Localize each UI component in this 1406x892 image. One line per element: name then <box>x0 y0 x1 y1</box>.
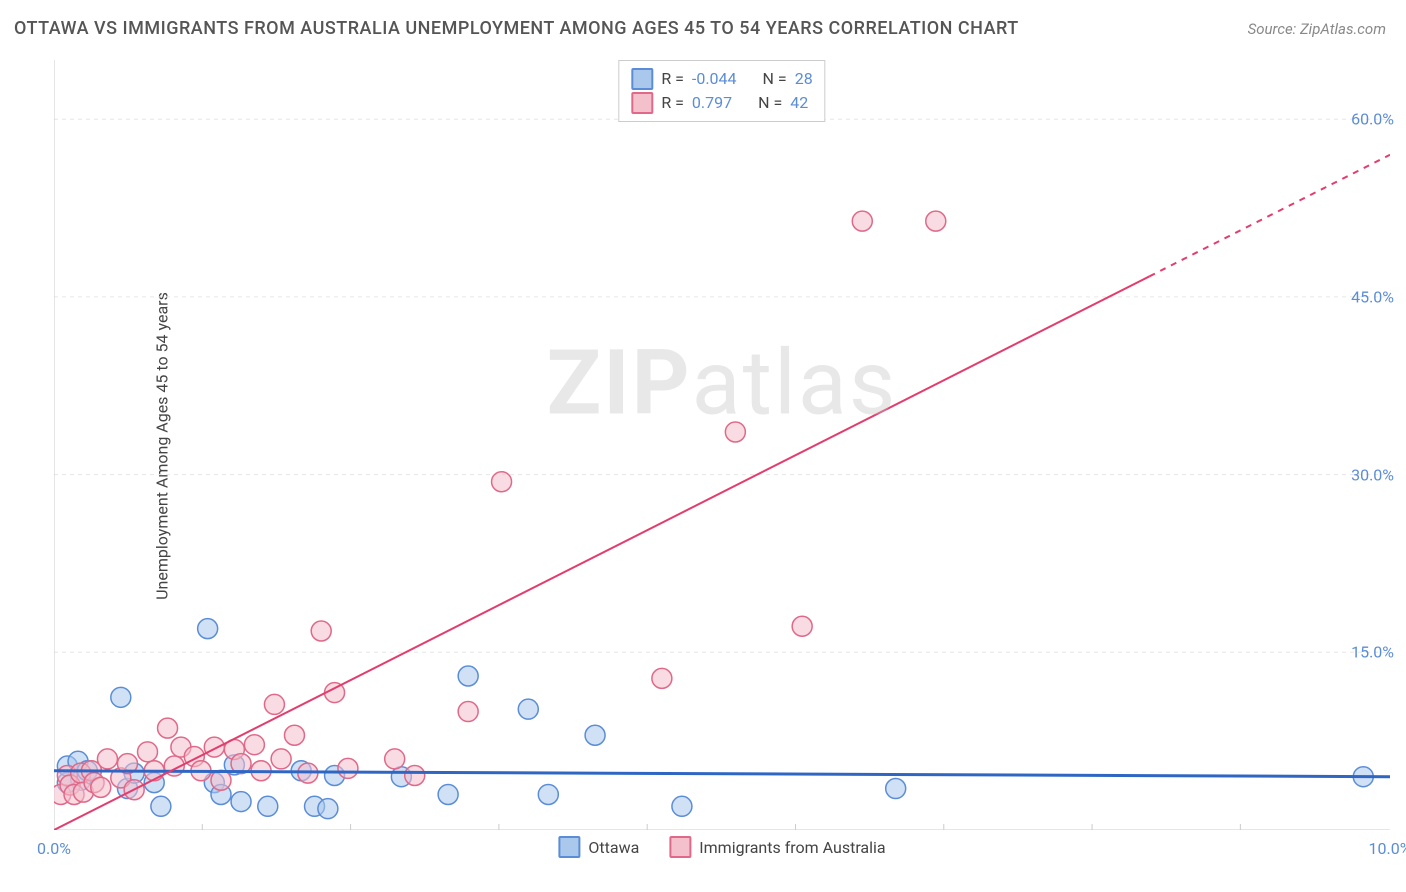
r-value: -0.044 <box>692 67 737 91</box>
n-label: N = <box>763 67 787 91</box>
data-point <box>518 699 538 719</box>
data-point <box>458 702 478 722</box>
legend-label: Ottawa <box>588 838 639 857</box>
source-label: Source: ZipAtlas.com <box>1248 20 1386 38</box>
data-point <box>338 758 358 778</box>
legend-swatch-icon <box>631 92 653 114</box>
data-point <box>852 211 872 231</box>
data-point <box>538 784 558 804</box>
scatter-plot-svg <box>54 60 1390 830</box>
data-point <box>492 472 512 492</box>
data-point <box>211 770 231 790</box>
r-value: 0.797 <box>692 91 732 115</box>
data-point <box>318 799 338 819</box>
n-value: 42 <box>790 91 808 115</box>
data-point <box>111 687 131 707</box>
chart-plot-area: R = -0.044 N = 28 R = 0.797 N = 42 Ottaw… <box>54 60 1390 830</box>
legend-item: Immigrants from Australia <box>669 836 885 858</box>
data-point <box>151 796 171 816</box>
data-point <box>204 737 224 757</box>
series-legend: Ottawa Immigrants from Australia <box>558 836 885 858</box>
data-point <box>652 668 672 688</box>
data-point <box>438 784 458 804</box>
data-point <box>97 749 117 769</box>
legend-label: Immigrants from Australia <box>699 838 885 857</box>
y-tick-label: 30.0% <box>1351 465 1394 484</box>
data-point <box>725 422 745 442</box>
legend-row: R = 0.797 N = 42 <box>631 91 812 115</box>
n-label: N = <box>758 91 782 115</box>
data-point <box>271 749 291 769</box>
y-tick-label: 15.0% <box>1351 643 1394 662</box>
x-tick-label: 10.0% <box>1369 839 1406 858</box>
data-point <box>138 742 158 762</box>
data-point <box>91 777 111 797</box>
data-point <box>284 725 304 745</box>
legend-item: Ottawa <box>558 836 639 858</box>
data-point <box>385 749 405 769</box>
data-point <box>672 796 692 816</box>
r-label: R = <box>661 91 684 115</box>
legend-swatch-icon <box>669 836 691 858</box>
chart-title: OTTAWA VS IMMIGRANTS FROM AUSTRALIA UNEM… <box>14 18 1019 39</box>
data-point <box>198 619 218 639</box>
data-point <box>311 621 331 641</box>
data-point <box>258 796 278 816</box>
y-tick-label: 60.0% <box>1351 110 1394 129</box>
data-point <box>926 211 946 231</box>
legend-row: R = -0.044 N = 28 <box>631 67 812 91</box>
x-tick-label: 0.0% <box>37 839 71 858</box>
correlation-legend: R = -0.044 N = 28 R = 0.797 N = 42 <box>618 60 825 122</box>
y-tick-label: 45.0% <box>1351 287 1394 306</box>
data-point <box>886 779 906 799</box>
data-point <box>158 718 178 738</box>
n-value: 28 <box>795 67 813 91</box>
legend-swatch-icon <box>558 836 580 858</box>
data-point <box>231 792 251 812</box>
data-point <box>405 766 425 786</box>
data-point <box>458 666 478 686</box>
legend-swatch-icon <box>631 68 653 90</box>
data-point <box>244 735 264 755</box>
data-point <box>585 725 605 745</box>
data-point <box>264 694 284 714</box>
data-point <box>792 616 812 636</box>
r-label: R = <box>661 67 684 91</box>
chart-container: OTTAWA VS IMMIGRANTS FROM AUSTRALIA UNEM… <box>0 0 1406 892</box>
